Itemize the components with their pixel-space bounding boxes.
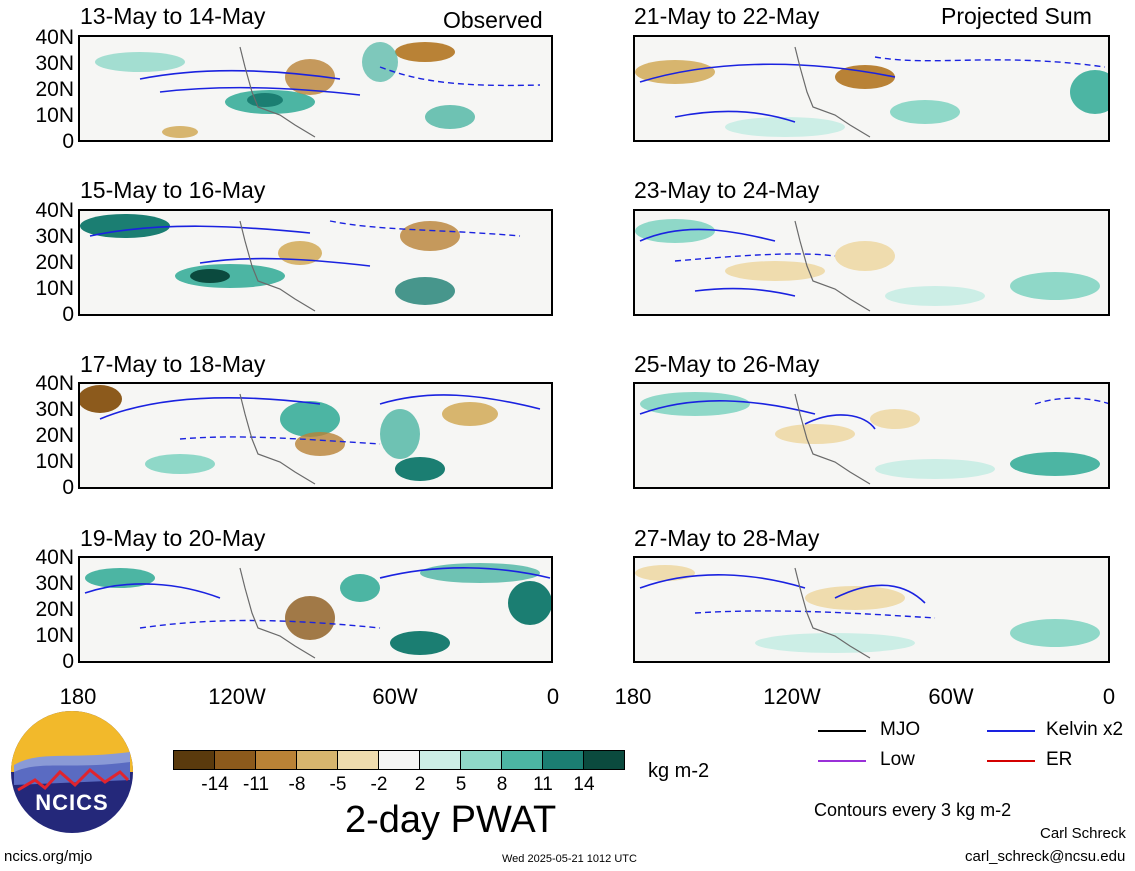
ncics-logo: NCICS [10, 710, 134, 834]
footer-timestamp: Wed 2025-05-21 1012 UTC [502, 853, 637, 865]
y-tick: 0 [62, 476, 74, 499]
panel-title: 27-May to 28-May [634, 525, 820, 551]
figure-title: 2-day PWAT [345, 799, 557, 841]
x-tick: 180 [614, 684, 652, 709]
map-panel [78, 209, 553, 316]
colorbar-units: kg m-2 [648, 760, 710, 782]
colorbar-swatch [501, 750, 543, 770]
y-tick: 20N [35, 251, 74, 274]
legend-label-low: Low [880, 749, 915, 770]
y-tick: 40N [35, 546, 74, 569]
legend-label-er: ER [1046, 749, 1073, 770]
panel-title: 13-May to 14-May [80, 3, 266, 29]
colorbar-swatch [296, 750, 338, 770]
x-tick: 60W [928, 684, 974, 709]
panel-title: 19-May to 20-May [80, 525, 266, 551]
colorbar-label: 14 [573, 774, 595, 795]
logo-text: NCICS [35, 790, 109, 815]
pwat-field [80, 385, 541, 485]
y-tick: 40N [35, 372, 74, 395]
y-tick: 0 [62, 650, 74, 673]
legend-label-kelvin: Kelvin x2 [1046, 719, 1124, 740]
pwat-field [95, 42, 541, 138]
pwat-field [84, 563, 551, 659]
map-panel [78, 556, 553, 663]
pwat-field [635, 219, 1100, 312]
map-panel [633, 556, 1110, 663]
colorbar-label: 11 [533, 774, 553, 795]
footer-email: carl_schreck@ncsu.edu [965, 848, 1126, 865]
x-tick: 180 [59, 684, 97, 709]
y-tick: 30N [35, 52, 74, 75]
y-tick: 40N [35, 199, 74, 222]
observed-label: Observed [443, 7, 543, 33]
y-tick: 10N [35, 450, 74, 473]
legend-line-kelvin [987, 730, 1035, 732]
y-tick: 0 [62, 303, 74, 326]
y-tick: 0 [62, 130, 74, 153]
y-tick: 30N [35, 572, 74, 595]
colorbar-label: 8 [496, 774, 508, 795]
pwat-field [80, 214, 521, 312]
y-tick: 10N [35, 624, 74, 647]
colorbar-label: -5 [329, 774, 347, 795]
map-panel [78, 382, 553, 489]
footer-author: Carl Schreck [1040, 825, 1126, 842]
colorbar-swatch [337, 750, 379, 770]
colorbar-swatch [255, 750, 297, 770]
panel-title: 23-May to 24-May [634, 177, 820, 203]
legend-line-mjo [818, 730, 866, 732]
x-tick: 0 [1102, 684, 1116, 709]
colorbar-swatch [542, 750, 584, 770]
colorbar-swatch [214, 750, 256, 770]
colorbar-label: -8 [288, 774, 306, 795]
colorbar-label: 5 [455, 774, 467, 795]
colorbar-swatch [419, 750, 461, 770]
colorbar-swatch [173, 750, 215, 770]
y-tick: 10N [35, 277, 74, 300]
map-panel [78, 35, 553, 142]
x-tick: 120W [208, 684, 266, 709]
map-panel [633, 382, 1110, 489]
pwat-field [635, 46, 1108, 138]
y-tick: 10N [35, 104, 74, 127]
x-tick: 60W [372, 684, 418, 709]
colorbar-label: -14 [201, 774, 229, 795]
y-tick: 30N [35, 398, 74, 421]
colorbar-label: 2 [414, 774, 426, 795]
panel-title: 25-May to 26-May [634, 351, 820, 377]
panel-title: 15-May to 16-May [80, 177, 266, 203]
y-tick: 20N [35, 424, 74, 447]
logo-emblem [11, 711, 133, 833]
colorbar-swatch [460, 750, 502, 770]
legend-line-low [818, 760, 866, 762]
colorbar-swatch [583, 750, 625, 770]
projected-sum-label: Projected Sum [941, 3, 1092, 29]
y-tick: 30N [35, 225, 74, 248]
y-tick: 20N [35, 598, 74, 621]
panel-title: 21-May to 22-May [634, 3, 820, 29]
y-tick: 20N [35, 78, 74, 101]
colorbar-label: -2 [370, 774, 388, 795]
legend-label-mjo: MJO [880, 719, 921, 740]
panel-title: 17-May to 18-May [80, 351, 266, 377]
colorbar-label: -11 [242, 774, 270, 795]
map-panel [633, 209, 1110, 316]
x-tick: 0 [546, 684, 560, 709]
map-panel [633, 35, 1110, 142]
contour-note: Contours every 3 kg m-2 [814, 800, 1012, 820]
footer-url: ncics.org/mjo [4, 848, 93, 865]
pwat-field [635, 565, 1100, 659]
colorbar-swatch [378, 750, 420, 770]
legend-line-er [987, 760, 1035, 762]
x-tick: 120W [763, 684, 821, 709]
pwat-field [639, 392, 1108, 485]
y-tick: 40N [35, 26, 74, 49]
